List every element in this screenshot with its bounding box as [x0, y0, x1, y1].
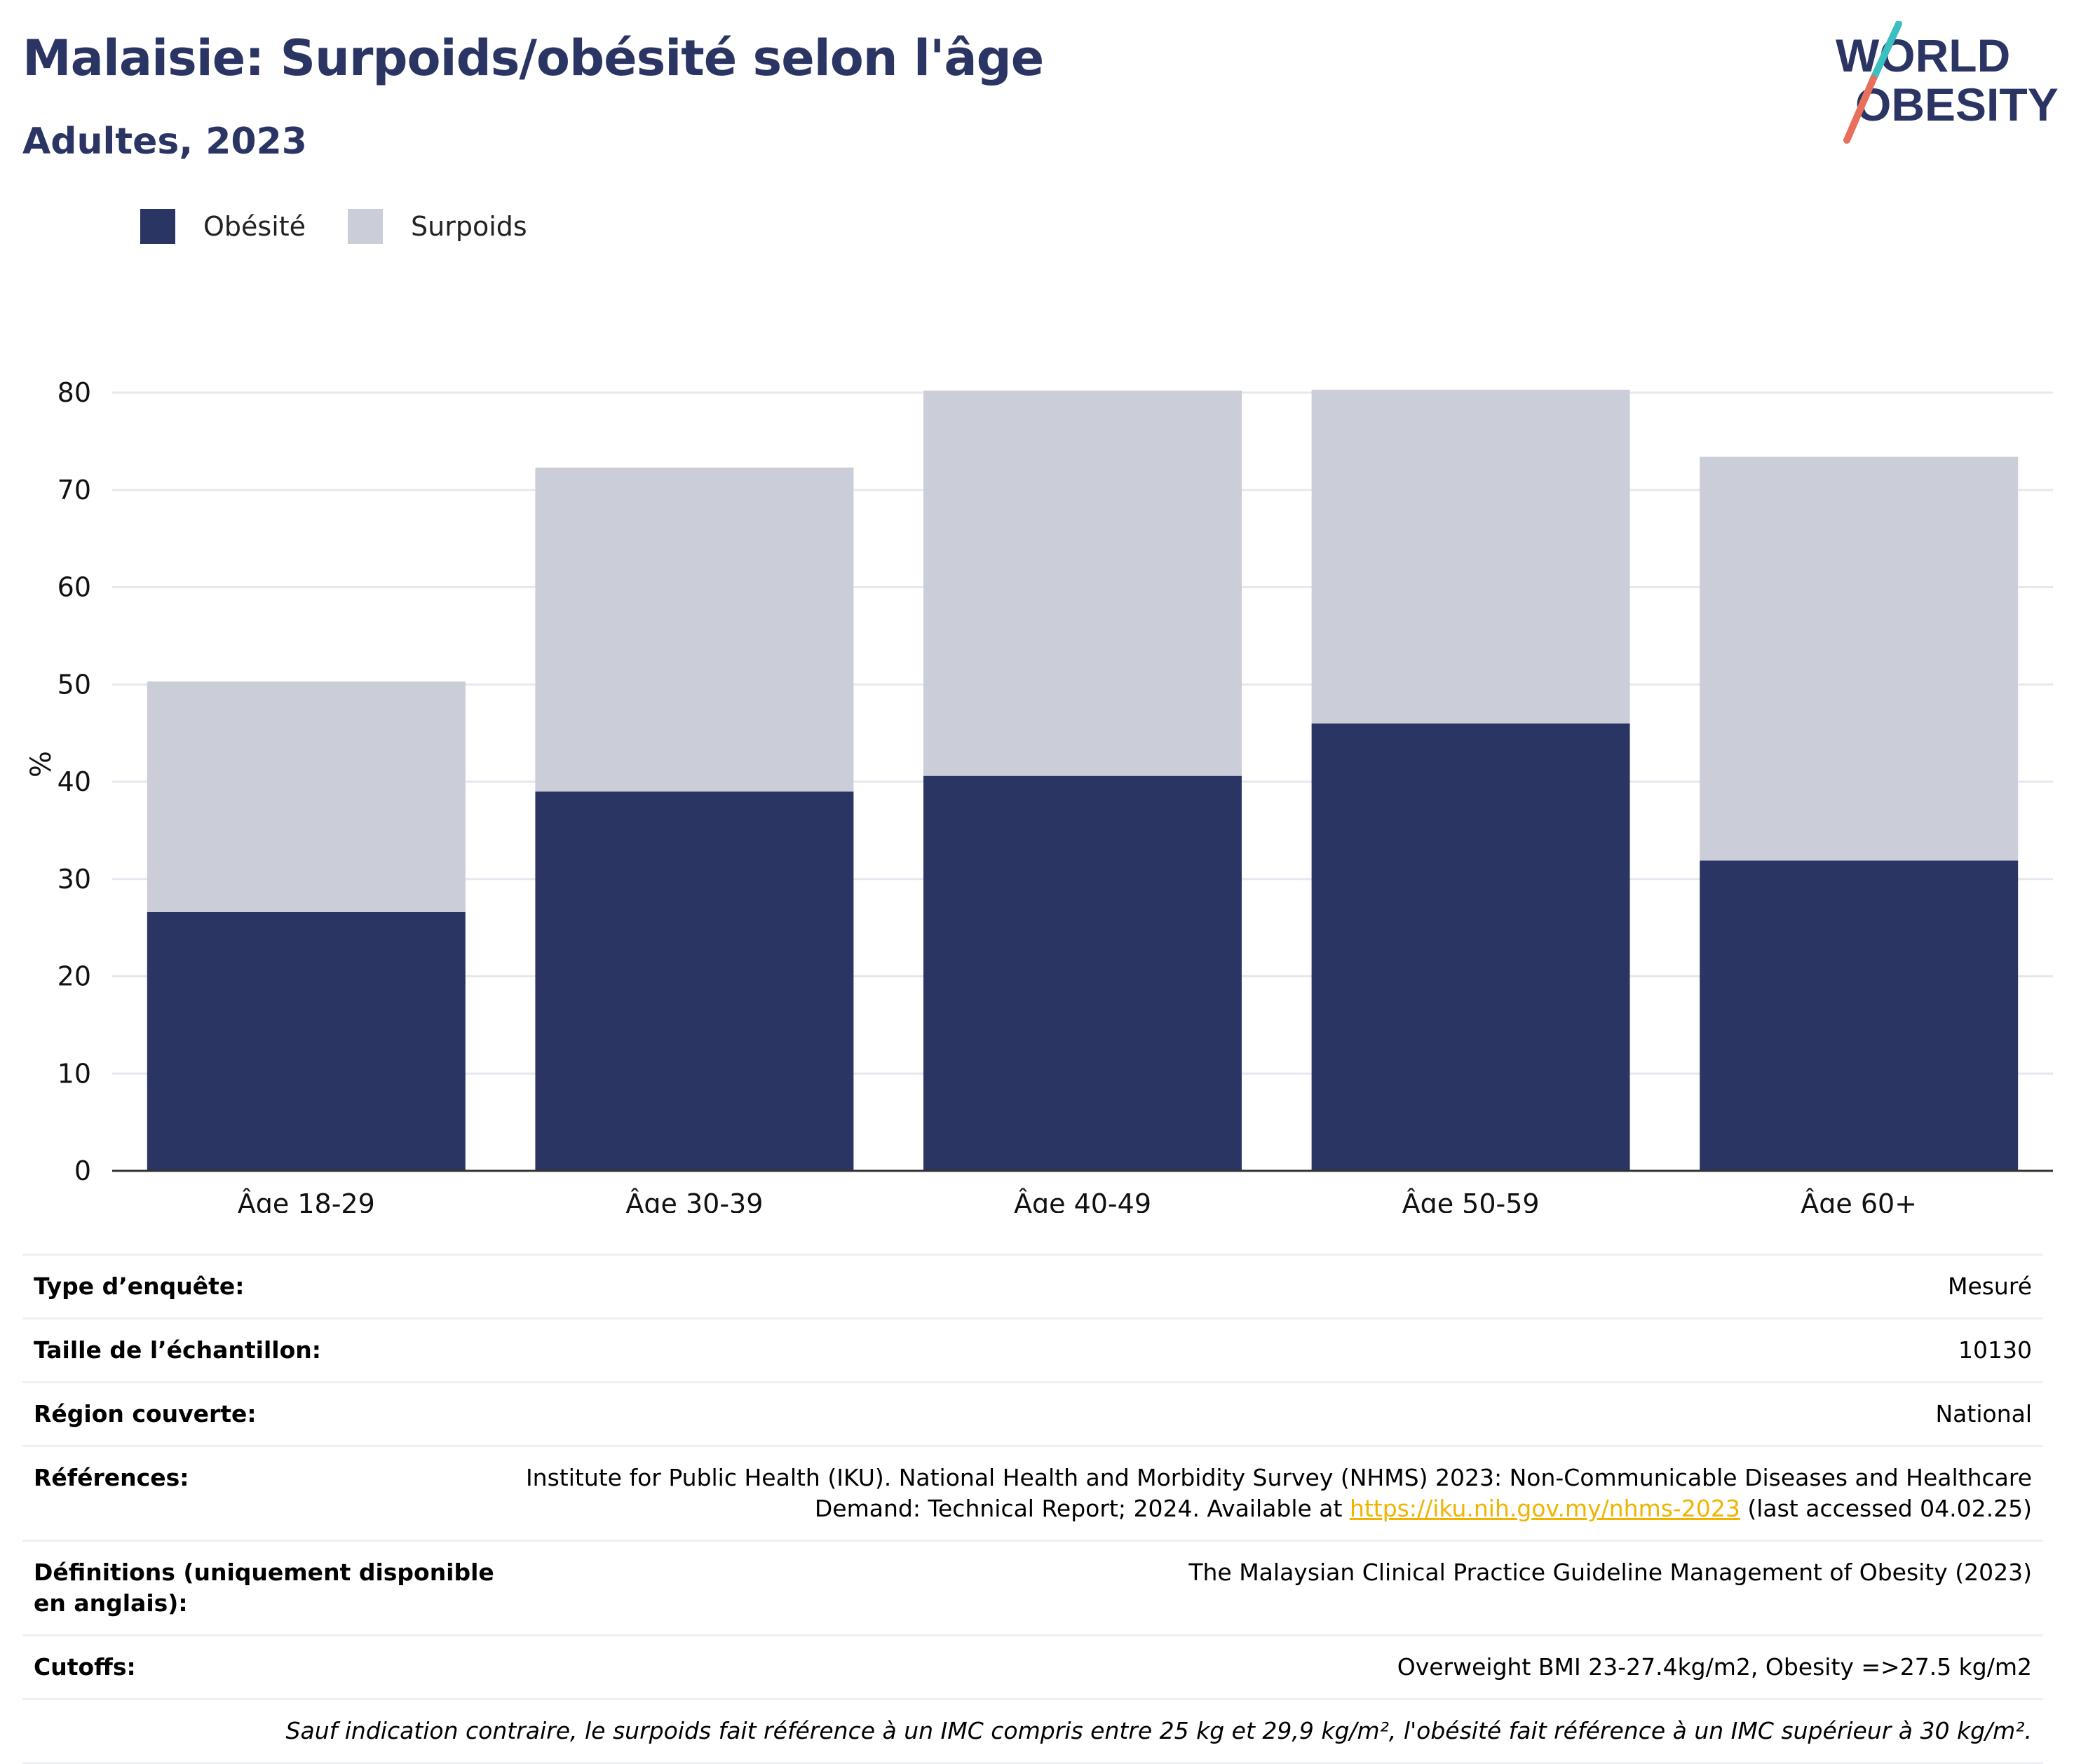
y-tick-label: 10	[57, 1058, 91, 1089]
chart-legend: Obésité Surpoids	[140, 209, 569, 244]
axes: 0 10 20 30 40 50 60 70 80 Âge 18-29 Âge 30-39 Âge 4…	[57, 377, 2053, 1213]
stacked-bar-chart: 0 10 20 30 40 50 60 70 80 Âge 18-29 Âge 30-39 Âge 4…	[25, 377, 2053, 1213]
references-link[interactable]: https://iku.nih.gov.my/nhms-2023	[1349, 1495, 1740, 1522]
references-text: Institute for Public Health (IKU). Natio…	[525, 1464, 2032, 1522]
survey-info-table: Type d’enquête: Mesuré Taille de l’échan…	[22, 1254, 2043, 1764]
references-value: Institute for Public Health (IKU). Natio…	[510, 1463, 2032, 1524]
y-tick-label: 80	[57, 377, 91, 408]
definitions-label: Définitions (uniquement disponible en an…	[34, 1559, 494, 1617]
page-subtitle: Adultes, 2023	[22, 121, 307, 163]
world-obesity-logo: WORLD OBESITY	[1836, 21, 2059, 144]
cutoffs-value: Overweight BMI 23-27.4kg/m2, Obesity =>2…	[1397, 1653, 2032, 1681]
legend-swatch-overweight	[348, 209, 384, 244]
region-label: Région couverte:	[34, 1400, 257, 1427]
info-row-sample-size: Taille de l’échantillon: 10130	[22, 1317, 2043, 1381]
y-tick-label: 30	[57, 864, 91, 895]
references-accessed: (last accessed 04.02.25)	[1740, 1495, 2032, 1522]
x-tick-label: Âge 30-39	[625, 1188, 763, 1213]
y-tick-label: 0	[74, 1155, 91, 1186]
survey-type-value: Mesuré	[1947, 1273, 2032, 1300]
bar-obesity[interactable]	[1311, 723, 1630, 1171]
legend-label-overweight: Surpoids	[411, 211, 527, 242]
info-row-definitions: Définitions (uniquement disponible en an…	[22, 1540, 2043, 1634]
y-axis-label: %	[25, 751, 57, 778]
y-tick-label: 40	[57, 766, 91, 797]
logo-coral-stroke	[1843, 75, 1877, 144]
definitions-value: The Malaysian Clinical Practice Guidelin…	[1188, 1559, 2032, 1586]
y-tick-label: 60	[57, 572, 91, 603]
bar-overweight[interactable]	[147, 681, 466, 912]
info-row-survey-type: Type d’enquête: Mesuré	[22, 1254, 2043, 1317]
bar-overweight[interactable]	[535, 467, 854, 792]
sample-size-value: 10130	[1958, 1336, 2032, 1364]
footnote: Sauf indication contraire, le surpoids f…	[22, 1698, 2043, 1764]
x-tick-label: Âge 18-29	[238, 1188, 375, 1213]
info-row-region: Région couverte: National	[22, 1381, 2043, 1445]
bar-obesity[interactable]	[147, 911, 466, 1171]
sample-size-label: Taille de l’échantillon:	[34, 1336, 321, 1364]
legend-swatch-obesity	[140, 209, 175, 244]
legend-label-obesity: Obésité	[203, 211, 306, 242]
x-tick-label: Âge 50-59	[1402, 1188, 1540, 1213]
legend-item-obesity[interactable]: Obésité	[140, 209, 306, 244]
cutoffs-label: Cutoffs:	[34, 1653, 136, 1681]
bar-overweight[interactable]	[923, 391, 1242, 776]
references-label: Références:	[34, 1464, 189, 1491]
page-title: Malaisie: Surpoids/obésité selon l'âge	[22, 29, 1044, 87]
bar-overweight[interactable]	[1700, 456, 2019, 861]
logo-line1: WORLD	[1836, 29, 2010, 81]
logo-line2: OBESITY	[1855, 79, 2059, 130]
bar-obesity[interactable]	[923, 775, 1242, 1171]
y-tick-label: 50	[57, 669, 91, 700]
info-row-references: Références: Institute for Public Health …	[22, 1445, 2043, 1540]
x-tick-label: Âge 40-49	[1014, 1188, 1151, 1213]
bar-obesity[interactable]	[535, 791, 854, 1171]
legend-item-overweight[interactable]: Surpoids	[348, 209, 527, 244]
bars	[147, 389, 2019, 1171]
bar-obesity[interactable]	[1700, 860, 2019, 1171]
y-tick-label: 70	[57, 475, 91, 506]
survey-type-label: Type d’enquête:	[34, 1273, 245, 1300]
logo-teal-stroke	[1870, 21, 1902, 82]
info-row-cutoffs: Cutoffs: Overweight BMI 23-27.4kg/m2, Ob…	[22, 1634, 2043, 1698]
region-value: National	[1935, 1400, 2032, 1427]
bar-overweight[interactable]	[1311, 389, 1630, 724]
x-tick-label: Âge 60+	[1801, 1188, 1917, 1213]
y-tick-label: 20	[57, 961, 91, 992]
